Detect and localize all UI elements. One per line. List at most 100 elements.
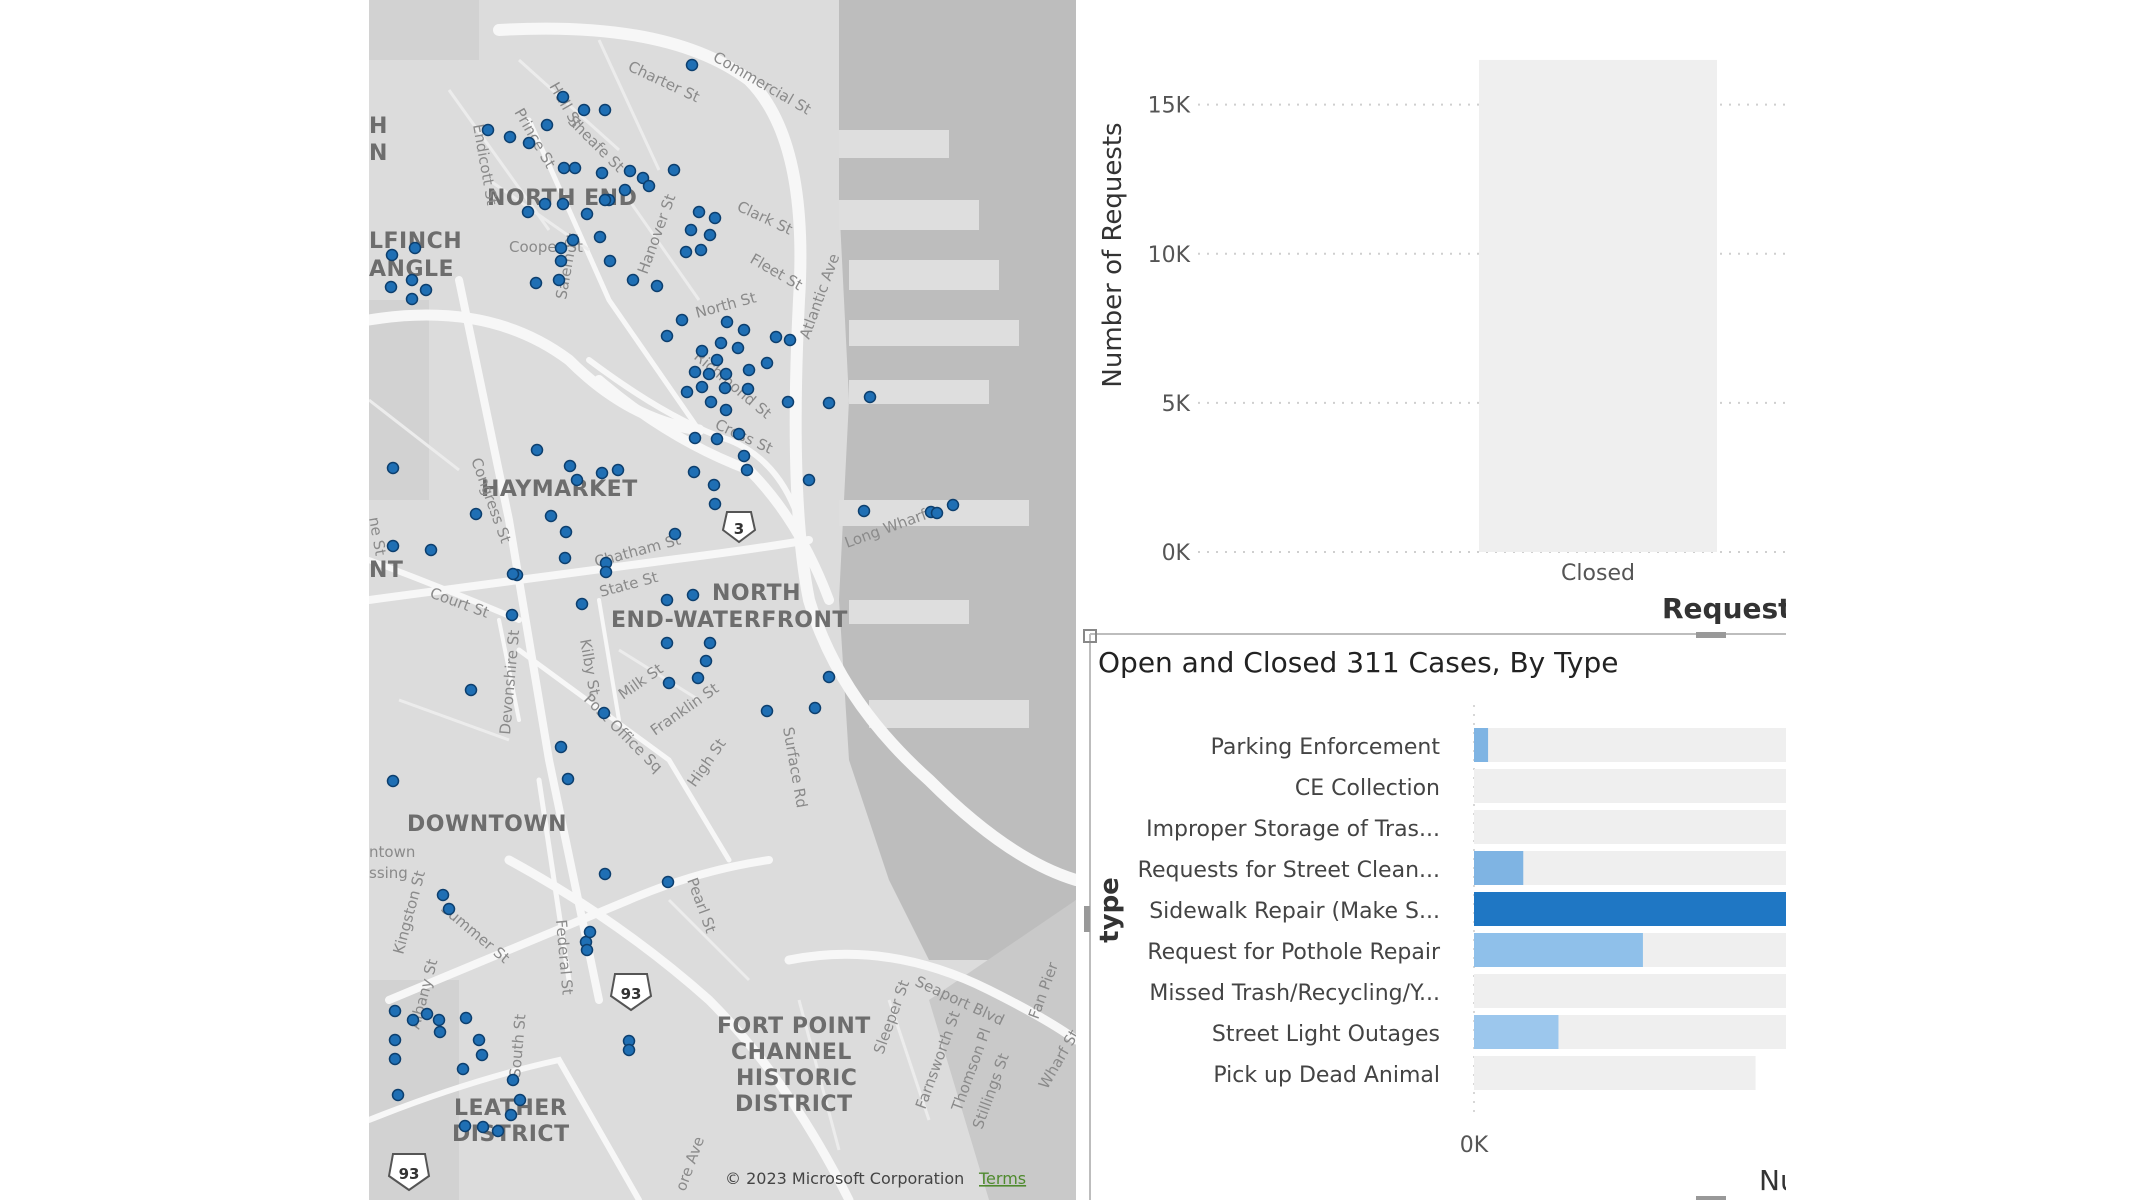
map-marker[interactable] [695, 380, 709, 394]
map-marker[interactable] [558, 551, 572, 565]
map-marker[interactable] [432, 1013, 446, 1027]
map-marker[interactable] [708, 497, 722, 511]
map-marker[interactable] [603, 254, 617, 268]
map-marker[interactable] [622, 1043, 636, 1057]
type-total-bar[interactable] [1474, 728, 1786, 762]
map-marker[interactable] [408, 241, 422, 255]
map-marker[interactable] [593, 230, 607, 244]
resize-handle-left[interactable] [1084, 906, 1090, 932]
map-marker[interactable] [930, 506, 944, 520]
type-bar-chart[interactable]: Open and Closed 311 Cases, By Type Parki… [1095, 646, 1786, 1197]
map-marker[interactable] [695, 344, 709, 358]
map-marker[interactable] [688, 365, 702, 379]
map-marker[interactable] [506, 567, 520, 581]
map-marker[interactable] [662, 676, 676, 690]
map-marker[interactable] [650, 279, 664, 293]
map-marker[interactable] [561, 772, 575, 786]
map-marker[interactable] [685, 58, 699, 72]
map-marker[interactable] [946, 498, 960, 512]
map-marker[interactable] [544, 509, 558, 523]
map-marker[interactable] [388, 1004, 402, 1018]
map-marker[interactable] [618, 183, 632, 197]
map-marker[interactable] [595, 166, 609, 180]
type-value-bar[interactable] [1474, 892, 1786, 926]
map-marker[interactable] [694, 243, 708, 257]
map-marker[interactable] [783, 333, 797, 347]
resize-handle-bottom[interactable] [1696, 1196, 1726, 1200]
map-marker[interactable] [741, 382, 755, 396]
map-marker[interactable] [688, 431, 702, 445]
map-marker[interactable] [442, 902, 456, 916]
map-marker[interactable] [740, 463, 754, 477]
map-marker[interactable] [580, 207, 594, 221]
map-marker[interactable] [660, 329, 674, 343]
map-marker[interactable] [481, 123, 495, 137]
map-marker[interactable] [760, 356, 774, 370]
map-marker[interactable] [554, 241, 568, 255]
map-marker[interactable] [760, 704, 774, 718]
map-marker[interactable] [456, 1062, 470, 1076]
map-marker[interactable] [420, 1007, 434, 1021]
map-marker[interactable] [822, 670, 836, 684]
type-value-bar[interactable] [1474, 728, 1489, 762]
map-marker[interactable] [702, 367, 716, 381]
map-marker[interactable] [424, 543, 438, 557]
map-marker[interactable] [570, 473, 584, 487]
map-marker[interactable] [707, 478, 721, 492]
map-marker[interactable] [598, 193, 612, 207]
map-marker[interactable] [667, 163, 681, 177]
map-marker[interactable] [538, 197, 552, 211]
map-marker[interactable] [568, 161, 582, 175]
map-marker[interactable] [660, 593, 674, 607]
map-marker[interactable] [540, 118, 554, 132]
map-marker[interactable] [556, 90, 570, 104]
map-marker[interactable] [710, 353, 724, 367]
resize-handle-top-left[interactable] [1083, 629, 1097, 643]
map-marker[interactable] [731, 341, 745, 355]
map-marker[interactable] [552, 273, 566, 287]
map-marker[interactable] [626, 273, 640, 287]
map-marker[interactable] [386, 774, 400, 788]
map-marker[interactable] [577, 103, 591, 117]
map-marker[interactable] [642, 179, 656, 193]
map-marker[interactable] [406, 1013, 420, 1027]
map-marker[interactable] [506, 1073, 520, 1087]
map-marker[interactable] [679, 245, 693, 259]
map-visual[interactable]: 3 93 93 NORTH ENDHAYMARKETNORTHEND-WATER… [369, 0, 1076, 1200]
map-marker[interactable] [504, 1108, 518, 1122]
map-marker[interactable] [530, 443, 544, 457]
map-marker[interactable] [580, 943, 594, 957]
map-marker[interactable] [554, 254, 568, 268]
map-marker[interactable] [686, 588, 700, 602]
map-marker[interactable] [554, 740, 568, 754]
map-marker[interactable] [598, 867, 612, 881]
map-marker[interactable] [703, 228, 717, 242]
map-marker[interactable] [719, 403, 733, 417]
map-marker[interactable] [718, 381, 732, 395]
map-marker[interactable] [704, 395, 718, 409]
map-marker[interactable] [521, 205, 535, 219]
map-marker[interactable] [436, 888, 450, 902]
map-marker[interactable] [808, 701, 822, 715]
type-total-bar[interactable] [1474, 851, 1786, 885]
resize-handle-top[interactable] [1696, 632, 1726, 638]
map-marker[interactable] [476, 1120, 490, 1134]
map-marker[interactable] [405, 273, 419, 287]
map-marker[interactable] [522, 136, 536, 150]
map-marker[interactable] [668, 527, 682, 541]
map-marker[interactable] [385, 248, 399, 262]
map-marker[interactable] [583, 925, 597, 939]
map-marker[interactable] [710, 432, 724, 446]
map-marker[interactable] [491, 1124, 505, 1138]
type-total-bar[interactable] [1474, 769, 1786, 803]
map-marker[interactable] [386, 461, 400, 475]
map-marker[interactable] [742, 363, 756, 377]
map-marker[interactable] [405, 292, 419, 306]
map-marker[interactable] [687, 465, 701, 479]
map-marker[interactable] [388, 1033, 402, 1047]
type-total-bar[interactable] [1474, 810, 1786, 844]
map-marker[interactable] [597, 706, 611, 720]
map-marker[interactable] [464, 683, 478, 697]
map-marker[interactable] [857, 504, 871, 518]
map-marker[interactable] [559, 525, 573, 539]
